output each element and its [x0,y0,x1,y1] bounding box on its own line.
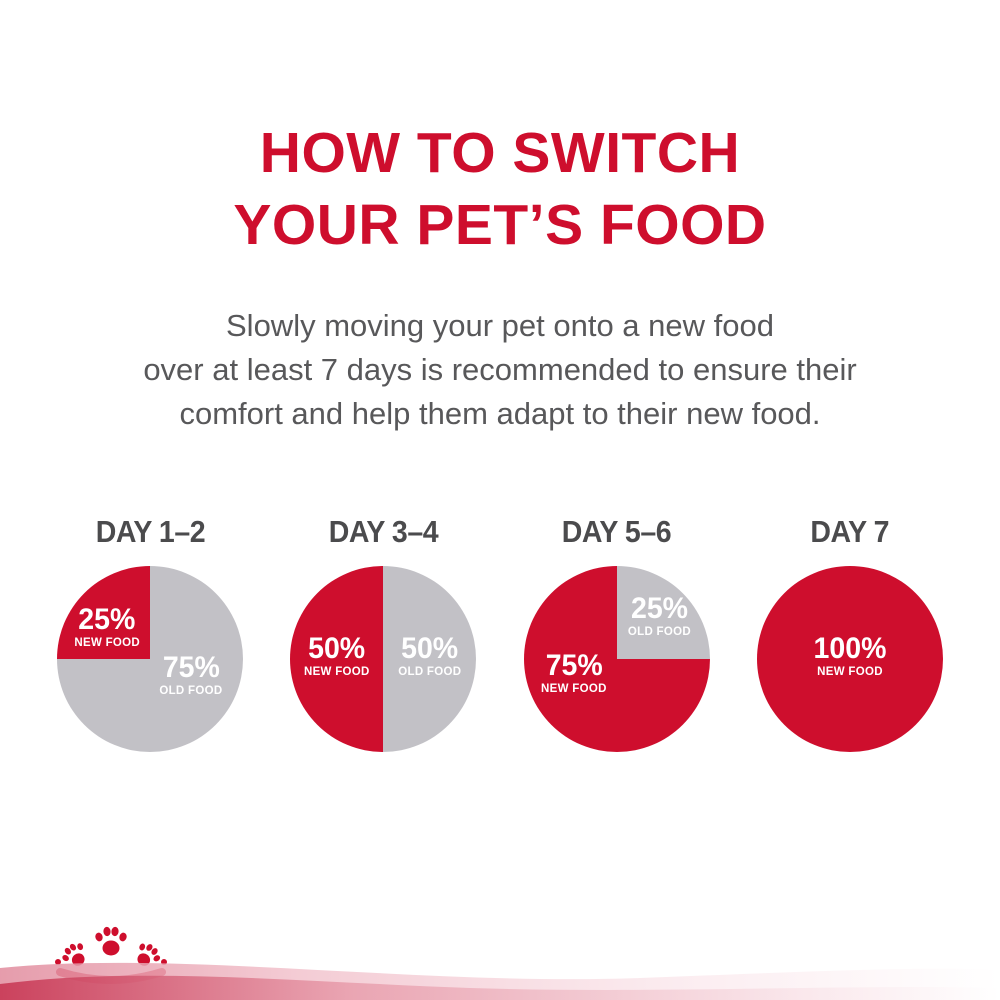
title-line-2: YOUR PET’S FOOD [233,192,767,257]
slice-percent: 100% [813,632,887,666]
slice-name: OLD FOOD [398,666,462,679]
slice-label-new-food: 100% NEW FOOD [757,634,943,680]
intro-line-3: comfort and help them adapt to their new… [179,395,821,431]
day-1-2-heading: DAY 1–2 [95,513,205,549]
slice-percent: 75% [162,651,220,685]
slice-name: NEW FOOD [303,666,370,679]
day-3-4-heading: DAY 3–4 [328,513,439,549]
day-5-6-column: DAY 5–6 25% OLD FOOD 75% NEW FOOD [509,514,725,752]
slice-name: NEW FOOD [74,636,141,649]
bottom-gradient-wave [0,962,1000,1000]
day-5-6-heading: DAY 5–6 [561,513,672,549]
slice-name: NEW FOOD [817,666,883,679]
day-3-4-column: DAY 3–4 50% NEW FOOD 50% OLD FOOD [275,514,491,752]
slice-label-old-food: 50% OLD FOOD [385,634,474,680]
slice-percent: 25% [78,602,136,636]
slice-percent: 50% [308,632,366,666]
title-line-1: HOW TO SWITCH [259,121,741,185]
slice-name: NEW FOOD [541,683,607,696]
intro-text: Slowly moving your pet onto a new food o… [0,304,1000,436]
slice-label-new-food: 50% NEW FOOD [292,634,381,680]
day-1-2-column: DAY 1–2 25% NEW FOOD 75% OLD FOOD [42,514,258,752]
page-title: HOW TO SWITCH YOUR PET’S FOOD [0,0,1000,262]
slice-percent: 25% [630,591,688,625]
slice-name: OLD FOOD [159,685,223,698]
slice-name: OLD FOOD [627,625,691,638]
slice-label-old-food: 25% OLD FOOD [613,591,706,640]
pie-chart-row: DAY 1–2 25% NEW FOOD 75% OLD FOOD DAY 3–… [0,514,1000,752]
pie-chart-day-7: 100% NEW FOOD [756,565,943,752]
pie-chart-day-3-4: 50% NEW FOOD 50% OLD FOOD [290,565,477,752]
intro-line-2: over at least 7 days is recommended to e… [143,351,857,387]
slice-label-new-food: 75% NEW FOOD [524,651,624,697]
slice-percent: 50% [401,632,459,666]
day-7-heading: DAY 7 [810,513,890,549]
day-7-column: DAY 7 100% NEW FOOD [742,514,958,752]
pie-chart-day-5-6: 25% OLD FOOD 75% NEW FOOD [523,565,710,752]
slice-label-new-food: 25% NEW FOOD [64,602,150,651]
slice-label-old-food: 75% OLD FOOD [143,653,240,699]
intro-line-1: Slowly moving your pet onto a new food [226,307,774,343]
slice-percent: 75% [545,649,603,683]
pie-chart-day-1-2: 25% NEW FOOD 75% OLD FOOD [57,565,243,752]
